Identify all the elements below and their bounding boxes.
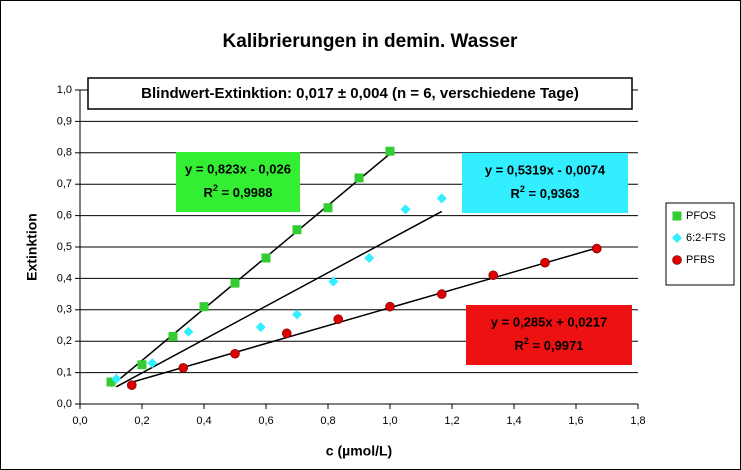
annotation: Blindwert-Extinktion: 0,017 ± 0,004 (n =… [141,85,579,102]
r-label: R [515,338,525,353]
y-tick-label: 0,6 [57,210,72,222]
legend-marker [672,233,682,243]
x-tick-label: 0,8 [320,415,335,427]
y-tick-label: 1,0 [57,84,72,96]
x-axis-title: c (µmol/L) [326,443,392,459]
y-tick-label: 0,2 [57,335,72,347]
trendline [110,153,391,387]
equation-box [466,305,632,365]
marker [178,363,189,373]
y-tick-label: 0,3 [57,304,72,316]
marker [328,276,339,287]
marker [168,331,178,341]
y-tick-label: 0,7 [57,178,72,190]
marker [385,146,395,156]
marker [488,270,499,281]
marker [364,252,375,263]
x-tick-label: 0,2 [134,415,149,427]
marker [436,193,447,204]
legend-label: 6:2-FTS [686,232,726,244]
legend-label: PFBS [686,254,715,266]
marker [199,302,209,312]
r-squared: R2 = 0,9363 [511,184,580,201]
annotation-box [87,77,633,110]
y-tick-label: 0,4 [57,272,72,284]
r-label: R [511,186,521,201]
y-tick-label: 0,0 [57,398,72,410]
equation-box [176,152,300,212]
legend-marker [672,255,682,265]
trendline [131,247,597,383]
equation-box [462,153,628,213]
marker [111,373,122,384]
marker [591,243,602,254]
y-axis-title: Extinktion [24,213,40,281]
marker [385,301,395,312]
marker [137,360,147,370]
marker [436,289,447,299]
marker [261,253,271,263]
trendline [115,210,443,388]
marker [400,204,411,215]
r-sup: 2 [524,336,529,346]
marker [333,314,344,325]
marker [292,309,302,320]
marker [106,377,116,387]
x-tick-label: 1,4 [506,415,521,427]
r-sup: 2 [520,184,525,194]
trend-equation: y = 0,823x - 0,026 [185,161,291,176]
r-value: = 0,9363 [525,186,580,201]
marker [292,225,302,235]
y-tick-label: 0,8 [57,147,72,159]
trend-equation: y = 0,5319x - 0,0074 [485,162,606,177]
r-label: R [204,185,214,200]
x-tick-label: 1,0 [382,415,397,427]
marker [354,173,364,183]
r-squared: R2 = 0,9988 [204,183,273,200]
marker [183,326,194,337]
x-tick-label: 1,2 [444,415,459,427]
r-sup: 2 [213,183,218,193]
x-tick-label: 1,8 [630,415,645,427]
chart-title: Kalibrierungen in demin. Wasser [223,31,519,52]
x-tick-label: 0,6 [258,415,273,427]
legend-marker [672,211,682,221]
r-value: = 0,9988 [218,185,273,200]
marker [281,328,292,339]
legend-label: PFOS [686,210,716,222]
r-squared: R2 = 0,9971 [515,336,584,353]
x-tick-label: 0,4 [196,415,211,427]
y-tick-label: 0,5 [57,241,72,253]
marker [147,358,158,369]
x-tick-label: 0,0 [72,415,87,427]
marker [230,348,240,359]
y-tick-label: 0,1 [57,367,72,379]
marker [255,322,266,333]
trend-equation: y = 0,285x + 0,0217 [491,314,607,329]
y-tick-label: 0,9 [57,115,72,127]
marker [126,380,137,390]
marker [323,203,333,213]
marker [230,278,240,288]
r-value: = 0,9971 [529,338,584,353]
x-tick-label: 1,6 [568,415,583,427]
marker [540,257,550,268]
